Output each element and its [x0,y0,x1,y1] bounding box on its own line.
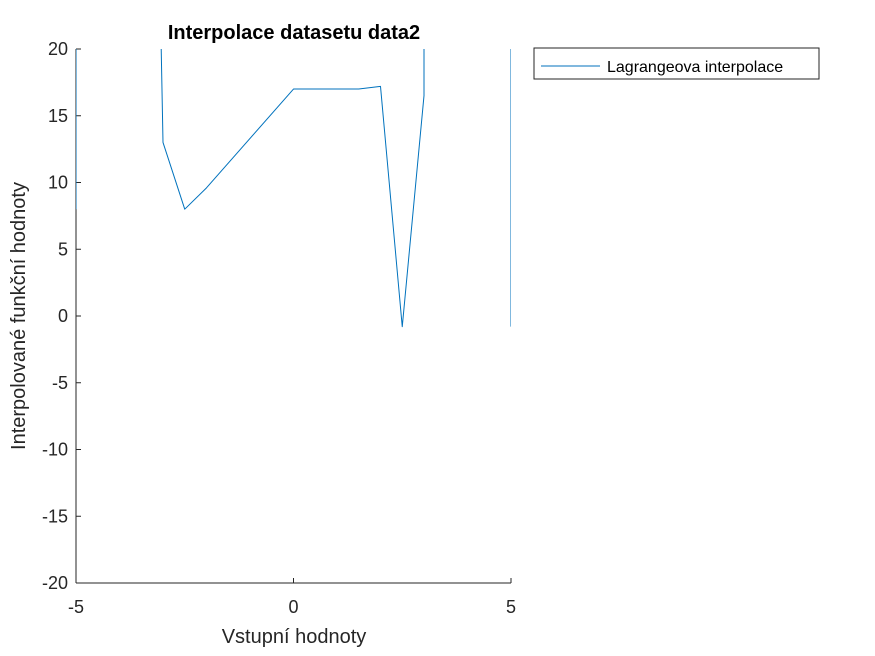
x-ticks: -5 0 5 [68,578,516,617]
legend-entry-label: Lagrangeova interpolace [607,59,783,76]
y-tick-label: 15 [48,106,68,126]
legend: Lagrangeova interpolace [533,47,820,80]
y-ticks: -20 -15 -10 -5 0 5 10 15 20 [42,39,81,593]
y-tick-label: 0 [58,306,68,326]
series-layer [76,49,511,328]
y-tick-label: 5 [58,239,68,259]
axes: -20 -15 -10 -5 0 5 10 15 20 -5 0 5 [42,39,516,617]
legend-box [533,47,820,80]
y-tick-label: -5 [52,373,68,393]
series-line-0 [76,49,511,328]
y-tick-label: 20 [48,39,68,59]
y-tick-label: -15 [42,506,68,526]
y-axis-label: Interpolované funkční hodnoty [8,182,30,450]
y-tick-label: 10 [48,173,68,193]
chart-title: Interpolace datasetu data2 [168,22,420,44]
y-tick-label: -20 [42,573,68,593]
x-tick-label: 5 [506,597,516,617]
x-tick-label: 0 [288,597,298,617]
x-axis-label: Vstupní hodnoty [222,626,367,648]
x-tick-label: -5 [68,597,84,617]
y-tick-label: -10 [42,440,68,460]
